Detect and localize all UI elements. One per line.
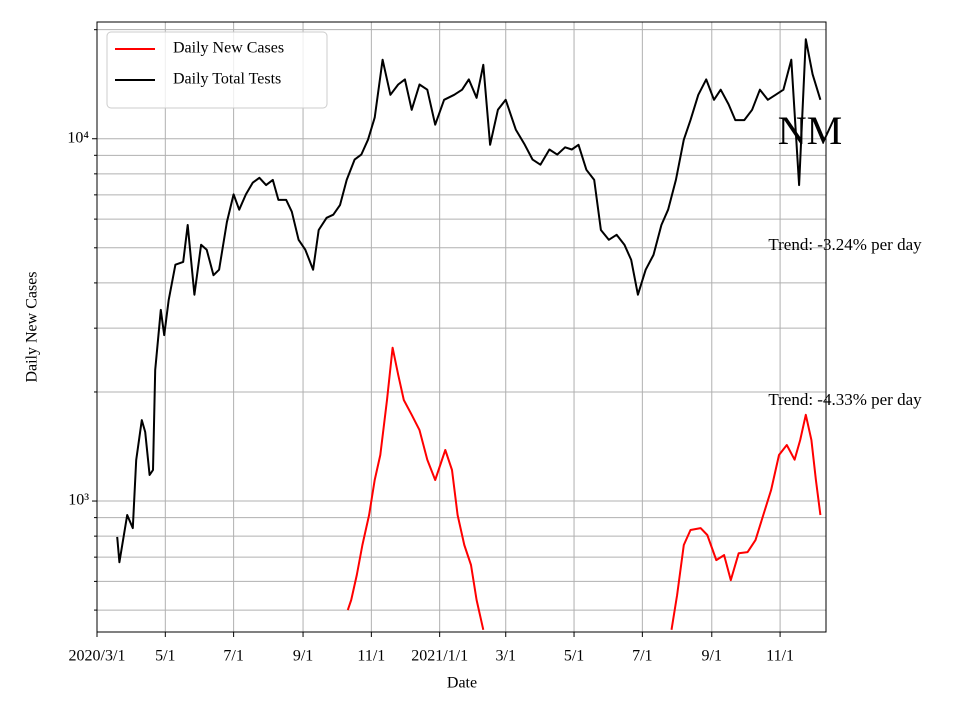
annotation: Trend: -3.24% per day: [768, 235, 922, 254]
x-tick-label: 5/1: [564, 648, 584, 665]
y-tick-label: 10³: [68, 492, 89, 509]
annotation: NM: [778, 108, 842, 153]
legend-box: [106, 31, 328, 109]
y-axis-label: Daily New Cases: [24, 271, 41, 382]
x-tick-label: 9/1: [293, 648, 313, 665]
x-tick-label: 7/1: [632, 648, 652, 665]
axes-frame: [96, 21, 827, 633]
legend: Daily New Cases Daily Total Tests: [106, 31, 328, 109]
legend-label: Daily New Cases: [173, 40, 284, 57]
x-tick-label: 5/1: [155, 648, 175, 665]
x-tick-label: 9/1: [702, 648, 722, 665]
ticks: 2020/3/1 5/1 7/1 9/1 11/1 2021/1/1 3/1 5/1 7/1 9/…: [67, 29, 794, 665]
x-tick-label: 3/1: [496, 648, 516, 665]
plot-area: [116, 38, 822, 631]
x-tick-label: 7/1: [223, 648, 243, 665]
x-tick-label: 11/1: [766, 648, 794, 665]
series-line: [116, 38, 822, 564]
legend-label: Daily Total Tests: [173, 71, 281, 88]
grid: [96, 22, 826, 632]
x-axis-label: Date: [447, 675, 477, 692]
x-tick-label: 2020/3/1: [69, 648, 126, 665]
series-line: [346, 346, 822, 631]
x-tick-label: 2021/1/1: [411, 648, 468, 665]
annotation: Trend: -4.33% per day: [768, 390, 922, 409]
y-tick-label: 10⁴: [67, 129, 89, 146]
x-tick-label: 11/1: [357, 648, 385, 665]
